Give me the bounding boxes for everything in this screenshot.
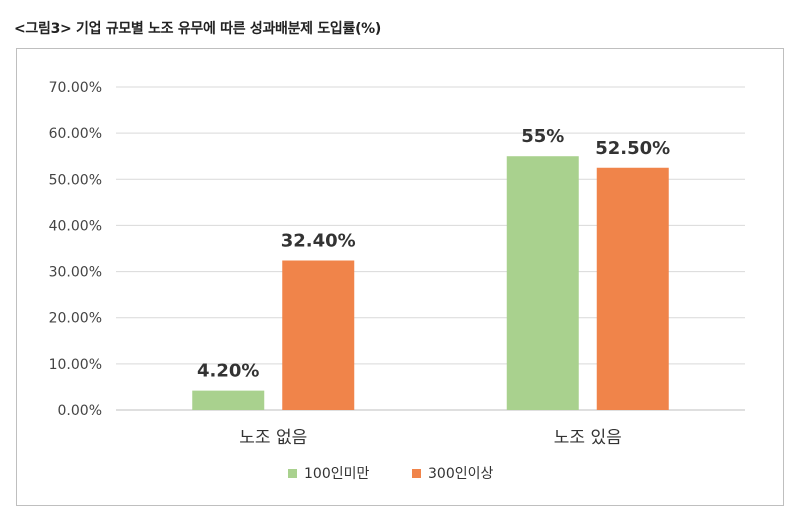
data-label: 52.50% bbox=[595, 138, 670, 159]
x-category-label: 노조 없음 bbox=[239, 428, 307, 448]
y-tick-label: 20.00% bbox=[49, 311, 102, 327]
legend-swatch bbox=[288, 469, 297, 478]
y-tick-label: 30.00% bbox=[49, 265, 102, 281]
y-tick-label: 0.00% bbox=[58, 403, 102, 419]
bar bbox=[596, 167, 669, 410]
bar bbox=[192, 390, 265, 410]
y-tick-label: 60.00% bbox=[49, 126, 102, 142]
y-tick-label: 10.00% bbox=[49, 357, 102, 373]
x-category-label: 노조 있음 bbox=[554, 428, 622, 448]
data-label: 32.40% bbox=[281, 230, 356, 251]
x-axis-categories: 노조 없음 노조 있음 bbox=[239, 428, 621, 448]
figure-caption: <그림3> 기업 규모별 노조 유무에 따른 성과배분제 도입률(%) bbox=[14, 21, 382, 37]
legend-label: 100인미만 bbox=[304, 466, 369, 482]
bar bbox=[506, 156, 579, 410]
y-tick-label: 70.00% bbox=[49, 80, 102, 96]
y-axis-ticks: 0.00% 10.00% 20.00% 30.00% 40.00% 50.00% 60.00… bbox=[49, 80, 102, 419]
y-tick-label: 50.00% bbox=[49, 172, 102, 188]
legend-swatch bbox=[412, 469, 421, 478]
bars bbox=[192, 156, 669, 410]
data-labels: 4.20% 32.40% 55% 52.50% bbox=[197, 126, 670, 381]
data-label: 4.20% bbox=[197, 361, 259, 382]
chart-frame bbox=[16, 48, 784, 506]
bar bbox=[282, 260, 355, 410]
y-tick-label: 40.00% bbox=[49, 218, 102, 234]
data-label: 55% bbox=[521, 126, 564, 147]
legend-label: 300인이상 bbox=[428, 466, 493, 482]
legend: 100인미만 300인이상 bbox=[288, 466, 493, 482]
